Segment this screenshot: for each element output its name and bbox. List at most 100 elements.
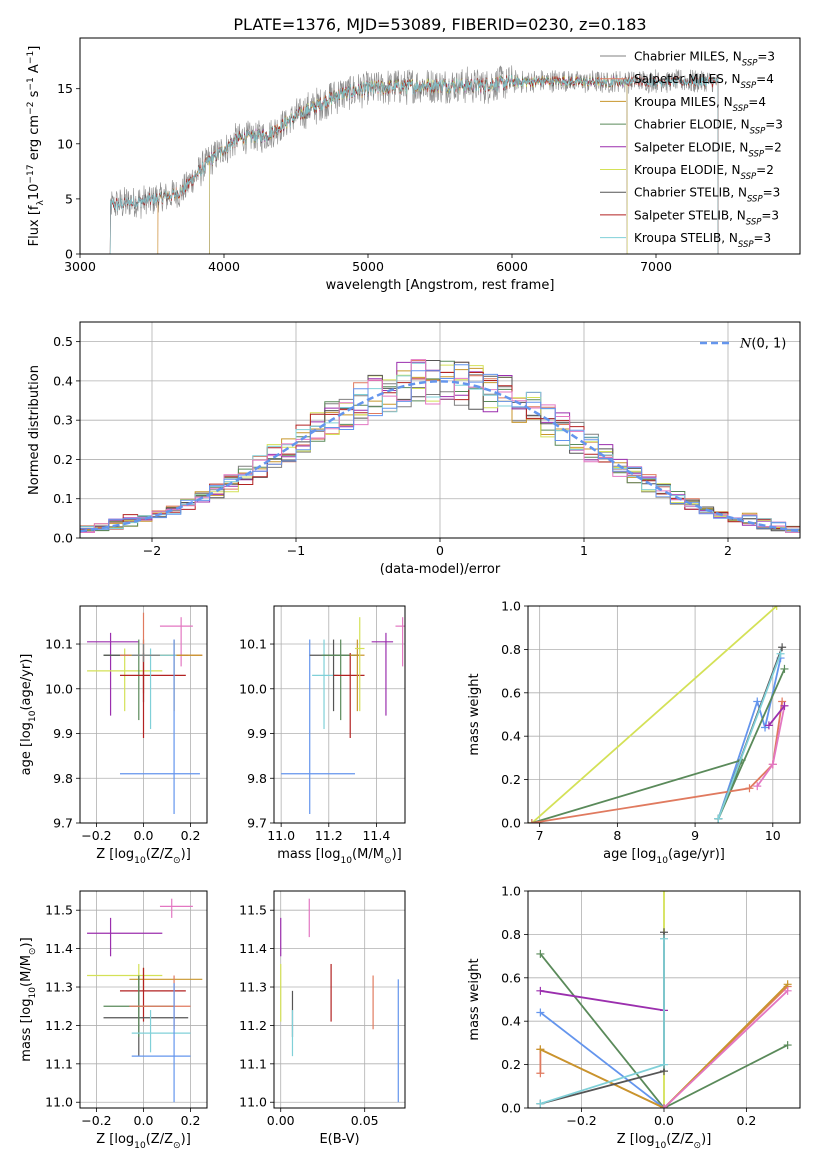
y-tick-label: 0.0 (501, 816, 521, 831)
histogram-8 (80, 362, 800, 532)
series-line-3 (531, 701, 783, 823)
y-tick-label: 9.8 (247, 771, 267, 786)
series-marker-8 (660, 1060, 668, 1069)
axes-frame (79, 890, 208, 1109)
y-axis-label: mass weight (467, 673, 482, 755)
legend-entry: Chabrier MILES, NSSP=3 (634, 50, 775, 69)
y-axis-label: mass [log10(M/M⊙)] (19, 937, 38, 1061)
series-marker-7 (714, 814, 723, 823)
series-marker-5 (764, 721, 773, 730)
y-tick-label: 0.4 (501, 729, 521, 744)
gaussian-curve (80, 380, 800, 533)
x-tick-label: −2 (143, 543, 161, 558)
series-line-0 (531, 606, 778, 823)
y-tick-label: 11.0 (45, 1095, 73, 1110)
legend-entry: N(0, 1) (739, 337, 786, 352)
x-tick-label: 0.2 (181, 1113, 201, 1128)
chart-weight_vs_Z: −0.2 0.0 0.2 0.0 0.2 0.4 0.6 0.8 1.0 Z [log10(Z/Z… (467, 884, 801, 1151)
figure-title: PLATE=1376, MJD=53089, FIBERID=0230, z=0… (233, 15, 646, 34)
x-tick-label: 0.2 (181, 828, 201, 843)
y-tick-label: 11.1 (45, 1056, 73, 1071)
series-marker-5 (780, 701, 789, 710)
y-tick-label: 11.4 (239, 941, 267, 956)
y-tick-label: 0.8 (501, 642, 521, 657)
chart-age_vs_mass: 11.0 11.2 11.4 9.7 9.8 9.9 10.0 10.1 mass [log10… (239, 605, 406, 866)
x-axis-label: E(B-V) (319, 1132, 359, 1147)
x-tick-label: 1 (580, 543, 588, 558)
x-tick-label: 0.00 (267, 1113, 295, 1128)
series-marker-6 (783, 986, 792, 995)
y-tick-label: 10.1 (239, 637, 267, 652)
x-tick-label: 5000 (352, 259, 384, 274)
y-tick-label: 1.0 (501, 884, 521, 899)
series-marker-1 (761, 723, 770, 732)
axes-frame (527, 605, 801, 824)
x-tick-label: 3000 (64, 259, 96, 274)
series-marker-4 (768, 760, 777, 769)
axes-frame (79, 37, 801, 255)
plot-area (536, 891, 792, 1108)
x-axis-label: (data-model)/error (380, 562, 501, 577)
legend-entry: Salpeter MILES, NSSP=4 (634, 72, 774, 91)
legend-entry: Kroupa ELODIE, NSSP=2 (634, 163, 774, 182)
series-marker-2 (780, 664, 789, 673)
series-line-5 (768, 705, 786, 726)
y-tick-label: 11.5 (239, 903, 267, 918)
y-axis-label: Normed distribution (27, 365, 42, 495)
series-marker-2 (536, 986, 545, 995)
y-tick-label: 0.0 (53, 531, 73, 546)
y-axis-label: age [log10(age/yr)] (19, 654, 38, 776)
y-tick-label: 9.9 (247, 726, 267, 741)
y-tick-label: 0.2 (501, 772, 521, 787)
x-tick-label: 10 (765, 828, 781, 843)
y-tick-label: 1.0 (501, 599, 521, 614)
plot-area (80, 359, 800, 533)
y-tick-label: 9.9 (53, 726, 73, 741)
x-tick-label: 7 (536, 828, 544, 843)
axes-frame (79, 605, 208, 824)
chart-mass_vs_ebv: 0.00 0.05 11.0 11.1 11.2 11.3 11.4 11.5 E(B-V) (239, 890, 406, 1147)
spectrum-line-3 (209, 74, 628, 254)
x-axis-label: Z [log10(Z/Z⊙)] (96, 847, 191, 866)
x-tick-label: 4000 (208, 259, 240, 274)
legend-entry: Kroupa STELIB, NSSP=3 (634, 231, 771, 250)
series-marker-1 (536, 949, 545, 958)
y-tick-label: 11.3 (239, 980, 267, 995)
y-tick-label: 0.2 (501, 1057, 521, 1072)
y-tick-label: 5 (65, 191, 73, 206)
x-axis-label: Z [log10(Z/Z⊙)] (617, 1132, 712, 1151)
plot-area (280, 898, 399, 1103)
series-marker-4 (536, 1069, 545, 1078)
x-tick-label: 0.05 (351, 1113, 379, 1128)
x-tick-label: 11.4 (362, 828, 390, 843)
y-tick-label: 11.2 (45, 1018, 73, 1033)
series-line-1 (539, 953, 789, 1108)
x-tick-label: −0.2 (566, 1113, 596, 1128)
y-tick-label: 0.4 (53, 373, 73, 388)
chart-age_vs_Z: −0.2 0.0 0.2 9.7 9.8 9.9 10.0 10.1 Z [log10(Z/Z⊙… (19, 605, 208, 866)
series-marker-7 (776, 649, 785, 658)
y-tick-label: 0 (65, 247, 73, 262)
x-tick-label: 0 (436, 543, 444, 558)
y-tick-label: 0.0 (501, 1101, 521, 1116)
legend-entry: Chabrier ELODIE, NSSP=3 (634, 118, 783, 137)
chart-mass_vs_Z: −0.2 0.0 0.2 11.0 11.1 11.2 11.3 11.4 11.5 Z [log… (19, 890, 208, 1151)
legend-entry: Chabrier STELIB, NSSP=3 (634, 186, 780, 205)
spectrum-line-5 (209, 75, 628, 254)
y-tick-label: 9.8 (53, 771, 73, 786)
plot-area (87, 612, 203, 815)
x-axis-label: wavelength [Angstrom, rest frame] (326, 278, 555, 293)
plot-area (528, 606, 789, 823)
x-axis-label: mass [log10(M/M⊙)] (277, 847, 401, 866)
axes-frame (527, 890, 801, 1109)
series-marker-6 (778, 643, 787, 652)
y-tick-label: 9.7 (247, 816, 267, 831)
x-tick-label: 7000 (640, 259, 672, 274)
chart-weight_vs_age: 7 8 9 10 0.0 0.2 0.4 0.6 0.8 1.0 age [log10(age/yr… (467, 599, 801, 866)
plot-area (87, 898, 203, 1103)
x-tick-label: 11.2 (315, 828, 343, 843)
y-tick-label: 0.4 (501, 1014, 521, 1029)
series-marker-3 (778, 697, 787, 706)
